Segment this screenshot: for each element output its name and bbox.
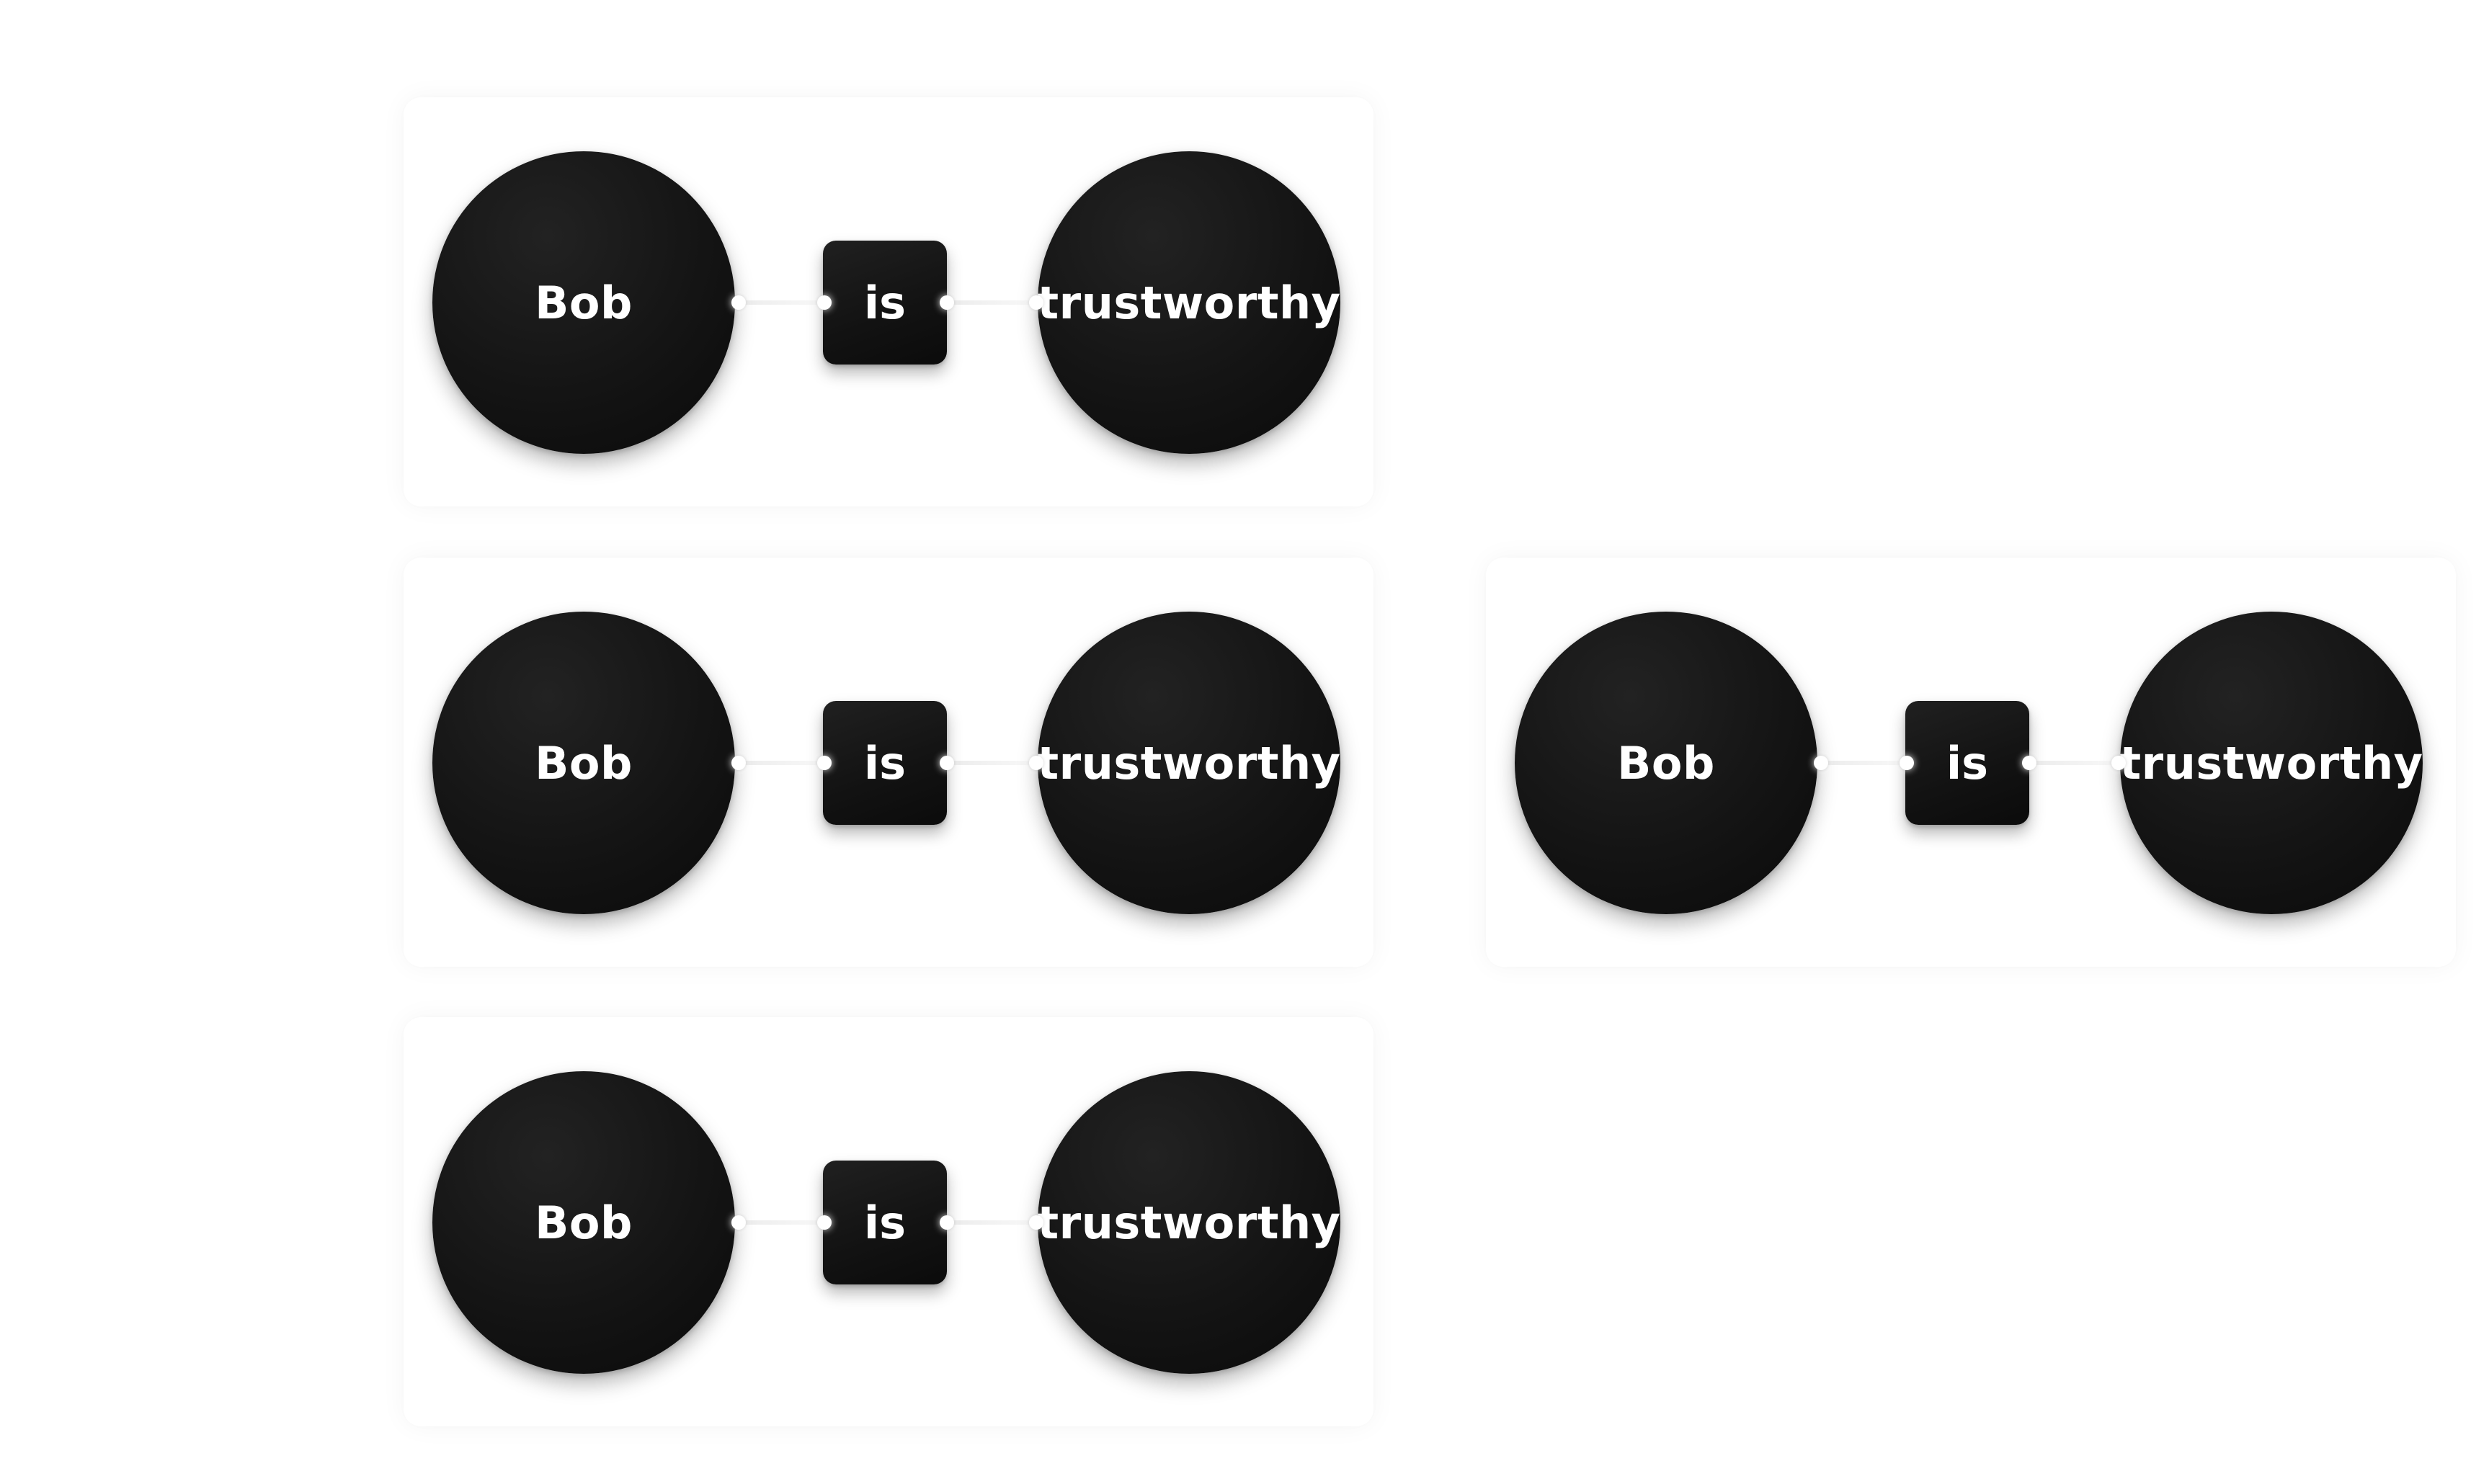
triple-card: Bob is trustworthy bbox=[404, 97, 1373, 506]
predicate-label: is bbox=[863, 736, 907, 790]
predicate-output-port[interactable] bbox=[940, 1215, 954, 1230]
subject-output-port[interactable] bbox=[731, 1215, 746, 1230]
subject-node[interactable]: Bob bbox=[432, 1071, 735, 1374]
subject-node[interactable]: Bob bbox=[432, 151, 735, 454]
triple-card: Bob is trustworthy bbox=[404, 1017, 1373, 1426]
predicate-node[interactable]: is bbox=[823, 241, 947, 365]
object-input-port[interactable] bbox=[1029, 756, 1043, 770]
predicate-node[interactable]: is bbox=[823, 701, 947, 825]
predicate-node[interactable]: is bbox=[823, 1161, 947, 1284]
predicate-output-port[interactable] bbox=[940, 295, 954, 310]
edge-predicate-object bbox=[950, 300, 1041, 305]
object-node[interactable]: trustworthy bbox=[1037, 151, 1341, 454]
subject-node[interactable]: Bob bbox=[1515, 612, 1817, 914]
triple-card: Bob is trustworthy bbox=[1486, 558, 2456, 967]
subject-output-port[interactable] bbox=[1814, 756, 1828, 770]
object-label: trustworthy bbox=[1037, 276, 1341, 329]
predicate-label: is bbox=[863, 276, 907, 329]
predicate-input-port[interactable] bbox=[1900, 756, 1914, 770]
subject-output-port[interactable] bbox=[731, 295, 746, 310]
edge-predicate-object bbox=[2032, 761, 2123, 765]
triple-card: Bob is trustworthy bbox=[404, 558, 1373, 967]
predicate-output-port[interactable] bbox=[940, 756, 954, 770]
object-label: trustworthy bbox=[1037, 736, 1341, 790]
subject-label: Bob bbox=[535, 276, 633, 329]
edge-subject-predicate bbox=[739, 761, 830, 765]
object-node[interactable]: trustworthy bbox=[2119, 612, 2423, 914]
predicate-output-port[interactable] bbox=[2022, 756, 2036, 770]
object-input-port[interactable] bbox=[1029, 1215, 1043, 1230]
subject-output-port[interactable] bbox=[731, 756, 746, 770]
edge-predicate-object bbox=[950, 1220, 1041, 1225]
predicate-input-port[interactable] bbox=[817, 295, 832, 310]
subject-label: Bob bbox=[535, 736, 633, 790]
predicate-node[interactable]: is bbox=[1905, 701, 2029, 825]
edge-subject-predicate bbox=[739, 300, 830, 305]
edge-subject-predicate bbox=[1822, 761, 1913, 765]
object-node[interactable]: trustworthy bbox=[1037, 1071, 1341, 1374]
edge-predicate-object bbox=[950, 761, 1041, 765]
predicate-input-port[interactable] bbox=[817, 1215, 832, 1230]
object-node[interactable]: trustworthy bbox=[1037, 612, 1341, 914]
subject-node[interactable]: Bob bbox=[432, 612, 735, 914]
predicate-input-port[interactable] bbox=[817, 756, 832, 770]
object-input-port[interactable] bbox=[1029, 295, 1043, 310]
subject-label: Bob bbox=[535, 1196, 633, 1249]
object-label: trustworthy bbox=[2119, 736, 2423, 790]
subject-label: Bob bbox=[1617, 736, 1715, 790]
edge-subject-predicate bbox=[739, 1220, 830, 1225]
predicate-label: is bbox=[863, 1196, 907, 1249]
object-label: trustworthy bbox=[1037, 1196, 1341, 1249]
predicate-label: is bbox=[1946, 736, 1989, 790]
object-input-port[interactable] bbox=[2111, 756, 2126, 770]
